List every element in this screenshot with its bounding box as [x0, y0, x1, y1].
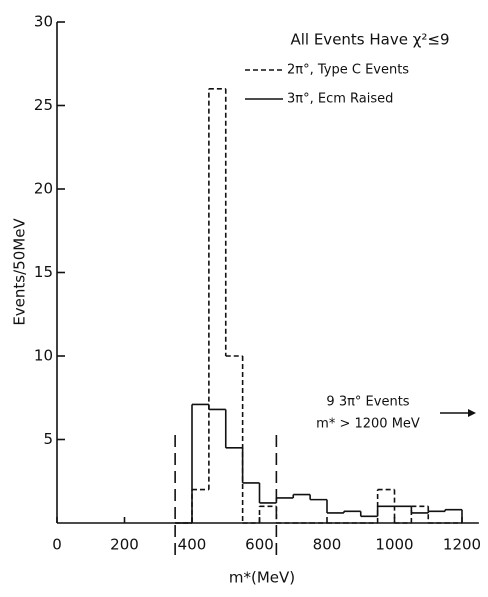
legend-label: 2π°, Type C Events — [287, 63, 409, 78]
y-axis-label: Events/50MeV — [11, 218, 29, 326]
x-tick-label: 1000 — [375, 536, 413, 554]
y-tick-label: 20 — [34, 180, 53, 198]
y-tick-label: 10 — [34, 347, 53, 365]
x-axis-label: m*(MeV) — [229, 569, 295, 587]
y-tick-label: 15 — [34, 263, 53, 281]
x-tick-label: 0 — [52, 536, 62, 554]
y-tick-label: 30 — [34, 13, 53, 31]
annotation: 9 3π° Events — [326, 395, 409, 410]
annotation: m* > 1200 MeV — [316, 417, 420, 432]
x-tick-label: 1200 — [443, 536, 481, 554]
chart-title: All Events Have χ²≤9 — [290, 31, 449, 49]
arrow-head — [468, 409, 476, 417]
y-tick-label: 25 — [34, 96, 53, 114]
x-tick-label: 800 — [313, 536, 342, 554]
y-tick-label: 5 — [43, 430, 53, 448]
x-tick-label: 200 — [110, 536, 139, 554]
x-tick-label: 600 — [245, 536, 274, 554]
legend-label: 3π°, Ecm Raised — [287, 92, 393, 107]
x-tick-label: 400 — [178, 536, 207, 554]
